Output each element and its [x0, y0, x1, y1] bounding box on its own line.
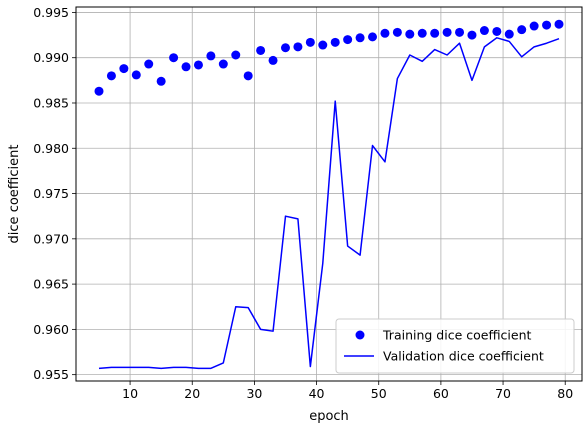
legend-label-validation: Validation dice coefficient [383, 349, 544, 364]
training-point [380, 28, 390, 38]
training-point [181, 62, 191, 72]
training-point [305, 37, 315, 47]
training-point [343, 35, 353, 45]
legend-box [335, 318, 575, 374]
training-point [330, 37, 340, 47]
training-point [467, 30, 477, 40]
y-tick-label: 0.990 [33, 50, 69, 65]
training-point [405, 29, 415, 39]
training-point [430, 28, 440, 38]
y-tick-label: 0.970 [33, 231, 69, 246]
x-tick-label: 60 [433, 386, 449, 401]
x-tick-label: 40 [309, 386, 325, 401]
y-tick-label: 0.995 [33, 5, 69, 20]
validation-line [98, 37, 560, 370]
training-point [455, 27, 465, 37]
training-point [318, 40, 328, 50]
plot-frame [75, 6, 583, 382]
legend-marker-training [355, 330, 365, 340]
training-point [218, 59, 228, 69]
x-axis: 10 20 30 40 50 60 70 80 [122, 381, 573, 401]
training-point [144, 59, 154, 69]
training-point [529, 21, 539, 31]
training-point [193, 60, 203, 70]
training-point [156, 76, 166, 86]
training-point [106, 71, 116, 81]
legend-label-training: Training dice coefficient [382, 328, 531, 343]
training-point [355, 33, 365, 43]
y-tick-label: 0.975 [33, 186, 69, 201]
training-point [442, 27, 452, 37]
y-tick-label: 0.955 [33, 367, 69, 382]
training-point [417, 28, 427, 38]
y-tick-label: 0.980 [33, 141, 69, 156]
training-point [94, 86, 104, 96]
training-point [131, 70, 141, 80]
y-axis-label: dice coefficient [7, 145, 22, 244]
training-point [492, 26, 502, 36]
training-point [554, 19, 564, 29]
training-series [94, 19, 564, 96]
training-point [169, 53, 179, 63]
training-point [256, 45, 266, 55]
training-point [517, 25, 527, 35]
x-axis-label: epoch [309, 409, 349, 424]
training-point [293, 42, 303, 52]
x-tick-label: 50 [371, 386, 387, 401]
y-tick-label: 0.985 [33, 95, 69, 110]
y-tick-label: 0.965 [33, 277, 69, 292]
training-point [280, 43, 290, 53]
validation-series [98, 37, 560, 370]
x-tick-label: 70 [495, 386, 511, 401]
training-point [206, 51, 216, 61]
y-tick-label: 0.960 [33, 322, 69, 337]
training-point [368, 32, 378, 42]
x-tick-label: 30 [246, 386, 262, 401]
legend: Training dice coefficient Validation dic… [335, 318, 575, 374]
x-tick-label: 10 [122, 386, 138, 401]
training-point [392, 27, 402, 37]
y-axis: 0.955 0.960 0.965 0.970 0.975 0.980 0.985 0.990… [33, 5, 76, 382]
training-point [119, 64, 129, 74]
training-point [243, 71, 253, 81]
training-point [268, 55, 278, 65]
training-point [231, 50, 241, 60]
training-point [542, 20, 552, 30]
training-point [479, 26, 489, 36]
training-point [504, 29, 514, 39]
x-tick-label: 80 [557, 386, 573, 401]
x-tick-label: 20 [184, 386, 200, 401]
